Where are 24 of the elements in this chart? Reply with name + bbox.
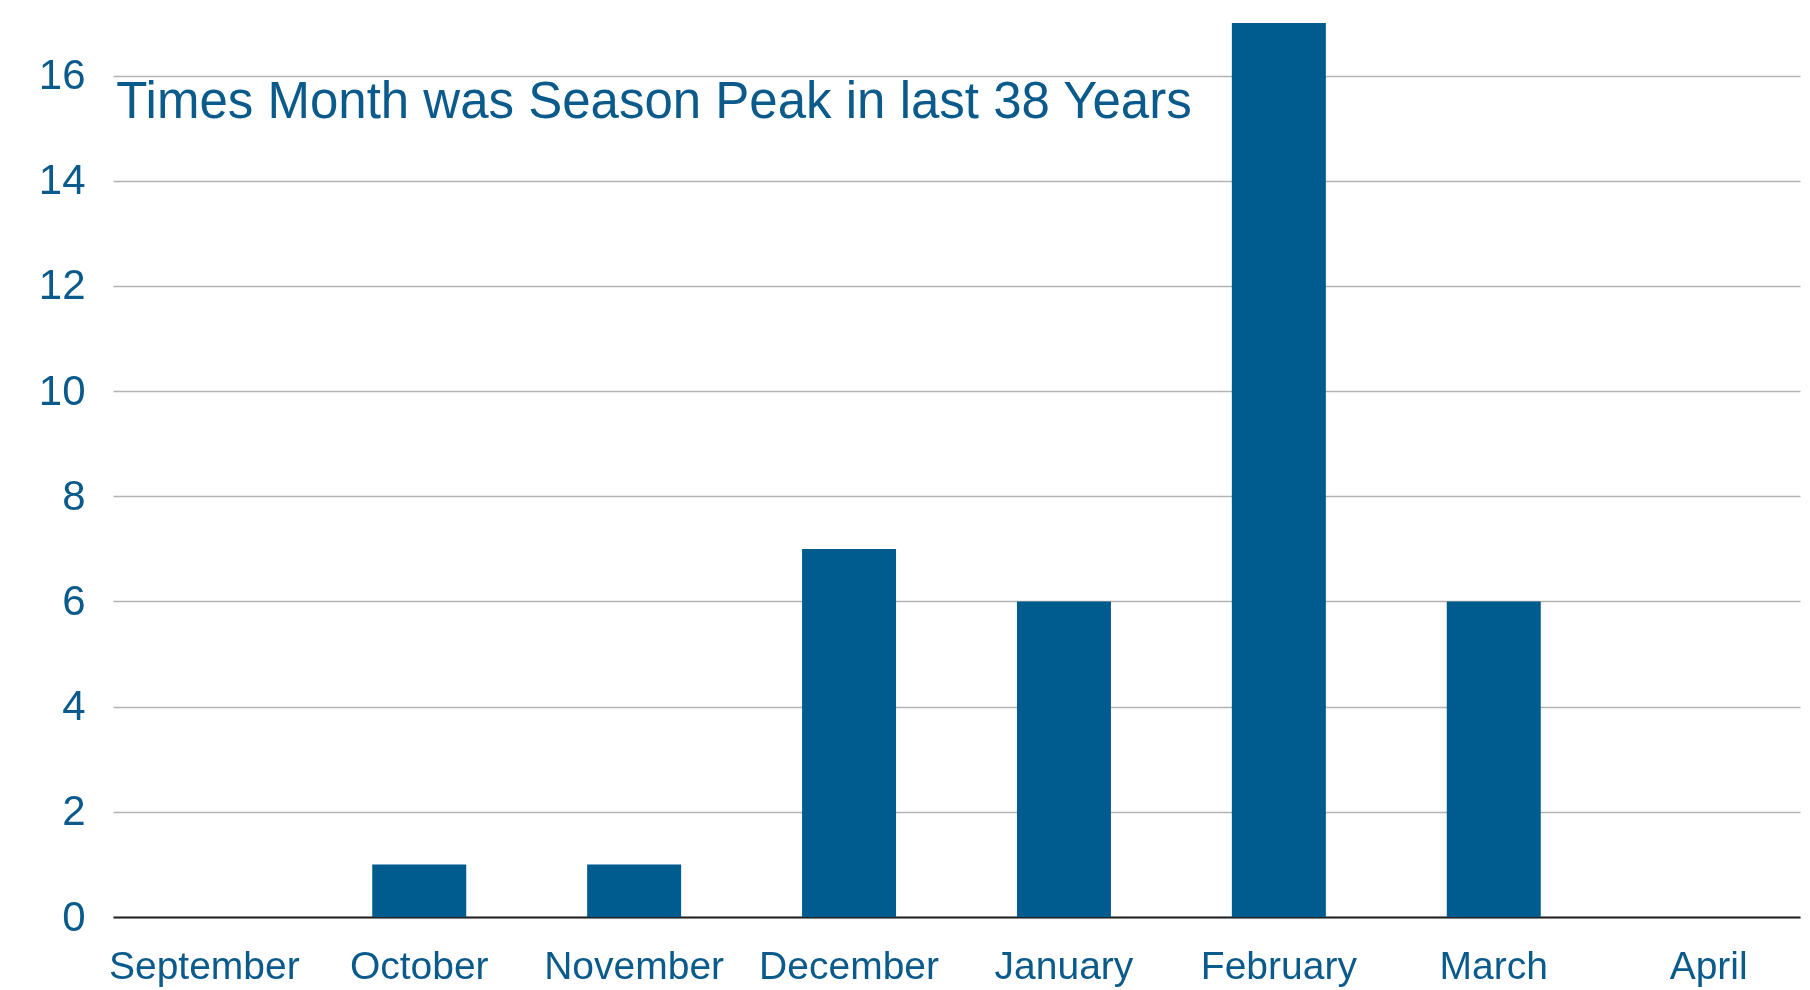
y-tick-label: 0 [62,892,86,940]
x-tick-label: December [759,943,940,987]
x-tick-label: October [349,943,489,987]
y-tick-label: 4 [62,682,86,730]
x-tick-label: November [544,943,725,987]
bar [1446,601,1541,917]
x-tick-label: March [1439,943,1548,987]
bar [802,548,897,917]
x-tick-label: February [1200,943,1358,987]
x-tick-label: September [108,943,300,987]
x-tick-label: April [1669,943,1748,987]
text: Times Month was Season Peak in last 38 Years [116,72,1192,129]
y-tick-label: 6 [62,576,86,624]
bar [587,864,682,917]
y-tick-label: 16 [38,51,86,99]
y-tick-label: 14 [38,156,86,204]
y-tick-label: 10 [38,366,86,414]
bar [1016,601,1111,917]
y-tick-label: 2 [62,787,86,835]
x-tick-label: January [994,943,1134,987]
y-tick-label: 8 [62,471,86,519]
y-tick-label: 12 [38,261,86,309]
bar [372,864,467,917]
bar [1231,23,1326,917]
